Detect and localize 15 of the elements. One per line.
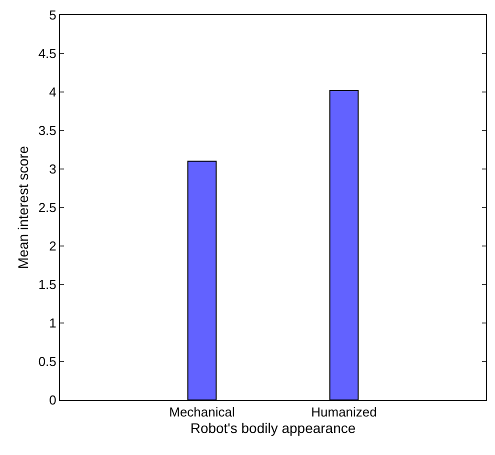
y-axis-title: Mean interest score <box>14 146 31 269</box>
y-tick-label: 2 <box>49 238 56 254</box>
y-tick-label: 3.5 <box>38 123 56 138</box>
x-tick-label: Mechanical <box>169 404 235 420</box>
y-tick-label: 1 <box>49 316 56 331</box>
y-tick-label: 4 <box>49 84 56 100</box>
y-tick-label: 0 <box>49 392 56 408</box>
y-tick-label: 4.5 <box>38 46 56 62</box>
y-tick-label: 3 <box>49 162 56 177</box>
x-axis-title: Robot's bodily appearance <box>190 420 356 436</box>
y-tick-label: 1.5 <box>38 277 56 292</box>
y-tick-label: 0.5 <box>38 354 56 370</box>
x-tick-label: Humanized <box>311 404 377 420</box>
y-tick-label: 5 <box>49 8 56 23</box>
y-tick-label: 2.5 <box>38 200 56 216</box>
